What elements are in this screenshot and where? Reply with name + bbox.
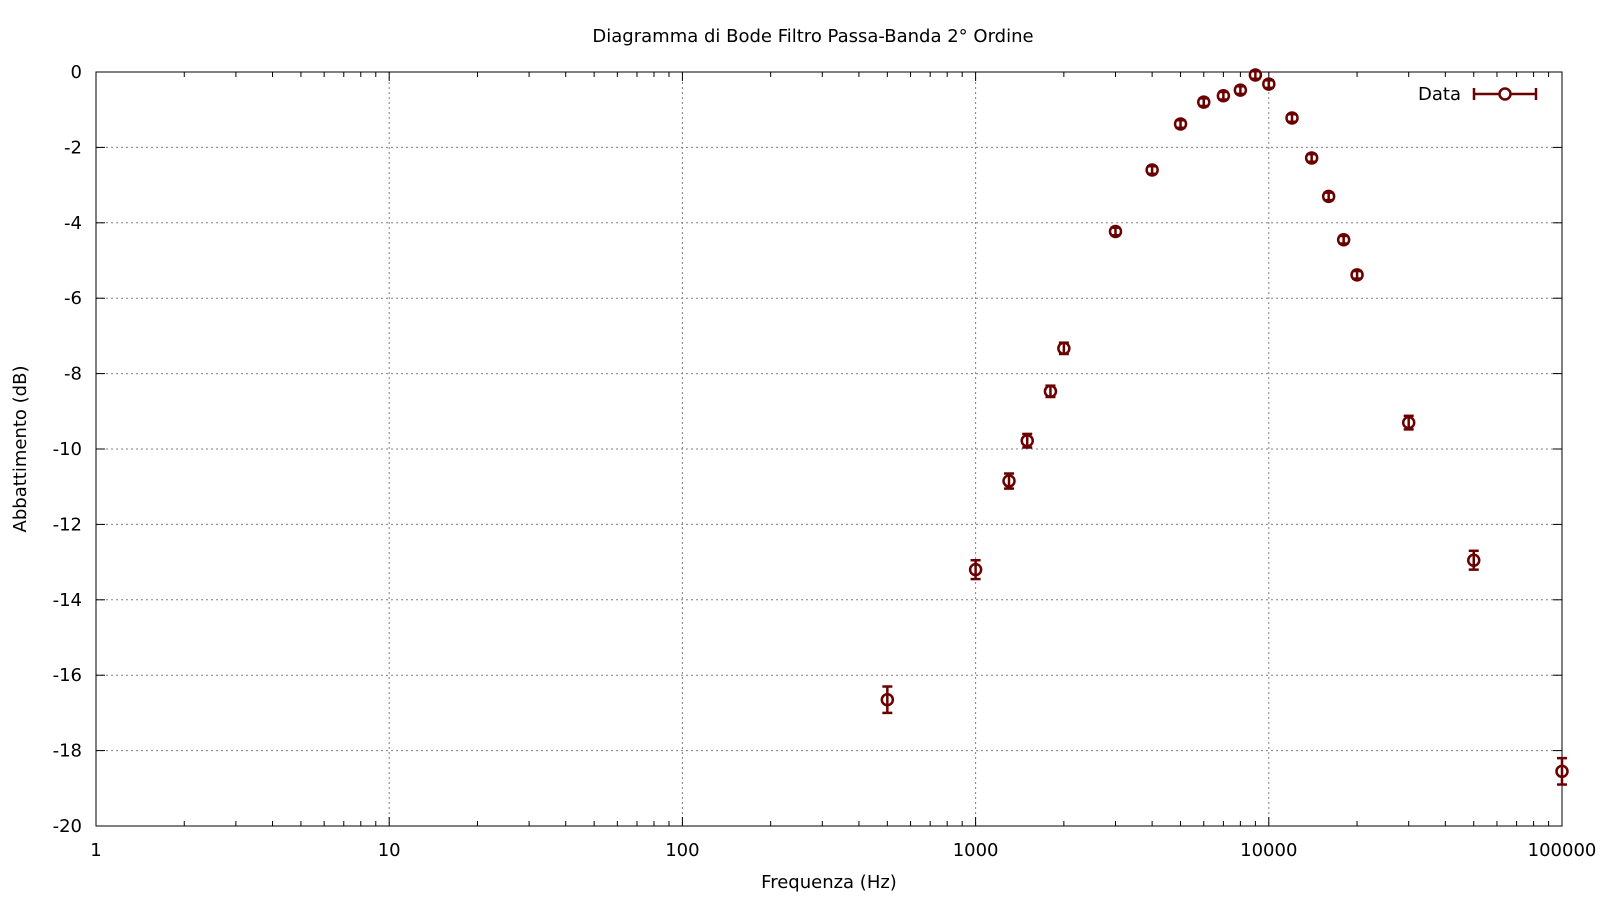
point-marker xyxy=(1401,415,1416,430)
point-marker xyxy=(880,692,895,707)
y-tick-label: -10 xyxy=(53,439,82,460)
point-marker xyxy=(1555,764,1569,779)
data-point xyxy=(1350,268,1364,282)
y-tick-label: -8 xyxy=(64,364,82,385)
point-marker xyxy=(1057,341,1071,356)
x-tick-label: 100000 xyxy=(1528,840,1597,861)
point-marker xyxy=(1262,77,1276,91)
x-tick-label: 1 xyxy=(90,840,101,861)
x-tick-label: 100 xyxy=(665,840,699,861)
y-tick-label: -18 xyxy=(53,741,82,762)
y-tick-label: -12 xyxy=(53,514,82,535)
data-point xyxy=(1304,151,1319,165)
data-point xyxy=(1555,756,1569,786)
point-marker xyxy=(1197,95,1211,109)
x-tick-label: 10 xyxy=(378,840,401,861)
point-marker xyxy=(1285,111,1299,125)
y-tick-label: -14 xyxy=(53,590,82,611)
point-marker xyxy=(1020,433,1034,448)
grid xyxy=(96,72,1562,826)
x-axis-label: Frequenza (Hz) xyxy=(761,872,897,893)
data-point xyxy=(968,558,983,581)
y-tick-label: -4 xyxy=(64,213,82,234)
point-marker xyxy=(1304,151,1319,165)
data-point xyxy=(1262,77,1276,91)
point-marker xyxy=(1002,474,1016,488)
data-point xyxy=(1057,341,1071,356)
data-point xyxy=(1321,189,1336,204)
data-point xyxy=(1173,117,1188,131)
point-marker xyxy=(1108,224,1123,239)
legend-sample-marker xyxy=(1472,87,1538,101)
point-marker xyxy=(1336,233,1351,247)
data-point xyxy=(1043,384,1058,399)
y-tick-label: -16 xyxy=(53,665,82,686)
y-tick-label: -2 xyxy=(64,137,82,158)
legend: Data xyxy=(1418,84,1538,105)
data-point xyxy=(1336,233,1351,247)
legend-marker xyxy=(1498,87,1512,101)
y-tick-label: -6 xyxy=(64,288,82,309)
point-marker xyxy=(1248,68,1263,82)
point-marker xyxy=(968,562,983,577)
point-marker xyxy=(1145,163,1159,177)
y-tick-labels: 0 -2 -4 -6 -8 -10 -12 -14 -16 -18 -20 xyxy=(53,62,82,837)
data-point xyxy=(1285,111,1299,125)
point-marker xyxy=(1043,384,1058,399)
x-tick-labels: 1 10 100 1000 10000 100000 xyxy=(90,840,1596,861)
point-marker xyxy=(1350,268,1364,282)
legend-label: Data xyxy=(1418,84,1461,105)
x-tick-label: 10000 xyxy=(1240,840,1297,861)
chart-title: Diagramma di Bode Filtro Passa-Banda 2° … xyxy=(592,26,1033,47)
data-point xyxy=(1401,414,1416,431)
data-point xyxy=(880,685,895,715)
data-point xyxy=(1145,163,1159,177)
point-marker xyxy=(1216,89,1231,103)
y-tick-label: 0 xyxy=(71,62,82,83)
data-point xyxy=(1466,549,1481,571)
data-point xyxy=(1108,224,1123,239)
data-point xyxy=(1216,89,1231,103)
data-point xyxy=(1248,68,1263,82)
data-point xyxy=(1233,83,1248,97)
data-points xyxy=(880,68,1569,786)
plot-frame xyxy=(95,71,1563,827)
data-point xyxy=(1197,95,1211,109)
y-axis-label: Abbattimento (dB) xyxy=(10,366,31,533)
point-marker xyxy=(1233,83,1248,97)
point-marker xyxy=(1321,189,1336,204)
data-point xyxy=(1020,432,1034,449)
x-tick-label: 1000 xyxy=(953,840,999,861)
data-point xyxy=(1002,472,1016,490)
point-marker xyxy=(1173,117,1188,131)
y-tick-label: -20 xyxy=(53,816,82,837)
point-marker xyxy=(1466,553,1481,567)
